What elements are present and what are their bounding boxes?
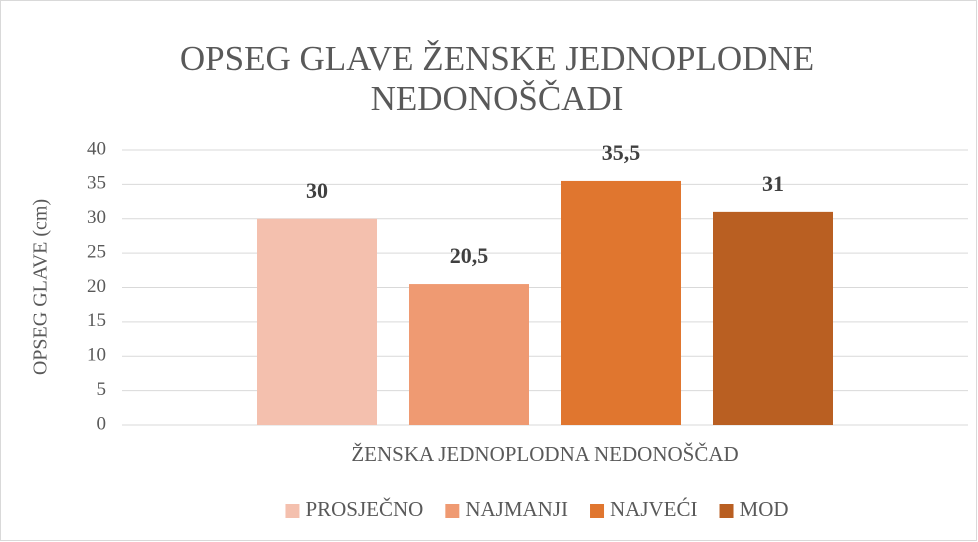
data-label: 30 (306, 178, 328, 203)
legend-swatch (719, 504, 734, 518)
x-tick-label: ŽENSKA JEDNOPLODNA NEDONOŠČAD (351, 442, 738, 466)
bar (409, 284, 529, 425)
bar (561, 180, 681, 425)
chart-title: NEDONOŠČADI (371, 78, 624, 118)
legend-swatch (445, 504, 460, 518)
y-tick-label: 20 (87, 276, 106, 297)
y-tick-label: 40 (87, 138, 106, 159)
legend-label: NAJVEĆI (610, 497, 698, 521)
data-label: 31 (762, 171, 784, 196)
legend-label: NAJMANJI (465, 497, 568, 521)
y-tick-label: 35 (87, 173, 106, 194)
y-tick-label: 15 (87, 310, 106, 331)
y-tick-label: 30 (87, 207, 106, 228)
y-tick-label: 0 (97, 413, 107, 434)
legend-swatch (590, 504, 605, 518)
bar (713, 211, 833, 425)
data-label: 20,5 (450, 243, 489, 268)
bar (257, 218, 377, 425)
y-tick-label: 25 (87, 241, 106, 262)
data-label: 35,5 (602, 140, 641, 165)
y-tick-label: 5 (97, 379, 107, 400)
legend-swatch (285, 504, 300, 518)
legend-label: PROSJEČNO (305, 497, 423, 521)
y-tick-label: 10 (87, 345, 106, 366)
y-axis-label: OPSEG GLAVE (cm) (30, 199, 52, 375)
chart-title: OPSEG GLAVE ŽENSKE JEDNOPLODNE (180, 39, 814, 78)
legend-label: MOD (740, 497, 789, 521)
